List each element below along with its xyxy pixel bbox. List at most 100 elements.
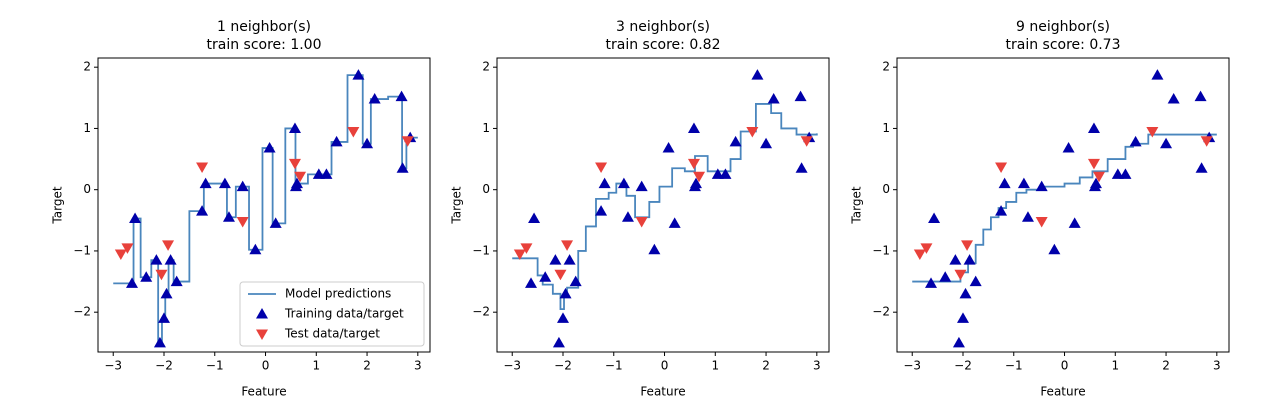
data-point [719,168,732,179]
x-axis-label: Feature [241,385,286,399]
data-point [1089,177,1102,189]
x-axis-label: Feature [640,385,685,399]
data-point [1093,171,1106,183]
data-point [528,212,541,223]
data-point [520,243,533,254]
data-point [269,217,282,228]
data-point [952,336,965,348]
data-point [668,217,681,228]
chart-title: 1 neighbor(s) [217,19,311,35]
data-point [157,312,170,323]
data-point [199,177,212,189]
data-point [196,205,209,216]
data-point [1160,137,1173,149]
chart-title: 9 neighbor(s) [1016,19,1110,35]
legend: Model predictions Training data/target Tes… [239,281,425,347]
data-point [1200,136,1213,147]
data-point [1087,122,1100,133]
data-point [222,211,235,222]
x-tick-label: −1 [605,359,623,373]
data-point [236,217,249,228]
data-point [249,243,262,255]
x-tick-label: 3 [414,359,422,373]
x-tick-label: 1 [1111,359,1119,373]
x-tick-label: −2 [554,359,572,373]
x-tick-label: −3 [503,359,521,373]
data-point [294,171,307,183]
legend-marker [256,308,268,319]
data-point [352,69,365,80]
y-tick-label: 2 [83,60,91,74]
data-point [635,217,648,228]
data-point [347,127,360,138]
data-point [767,93,780,104]
data-point [1195,162,1208,173]
data-point [969,275,982,287]
y-axis-label: Target [51,186,65,224]
data-point [559,287,572,299]
data-point [635,180,648,192]
data-point [913,249,926,260]
data-point [513,249,526,260]
chart-subtitle: train score: 0.73 [1006,37,1121,53]
data-point [956,312,969,323]
data-point [800,136,813,147]
legend-label: Test data/target [284,327,380,341]
data-point [595,205,608,216]
data-point [1048,243,1061,255]
y-axis-label: Target [450,186,464,224]
y-tick-label: 0 [482,182,490,196]
data-point [1194,90,1207,102]
data-point [554,269,567,281]
data-point [563,254,576,265]
data-point [155,269,168,281]
prediction-line [912,133,1217,283]
y-tick-label: −1 [472,243,490,257]
data-point [218,177,231,189]
data-point [795,162,808,173]
data-point [368,93,381,104]
data-point [662,142,675,153]
data-point [330,135,343,147]
data-point [998,177,1011,189]
data-point [920,243,933,254]
data-point [1068,217,1081,228]
data-point [114,249,127,260]
x-tick-label: −2 [155,359,173,373]
y-tick-label: 1 [83,121,91,135]
data-point [711,168,724,179]
data-point [729,135,742,147]
data-point [396,162,409,173]
data-point [121,243,134,254]
data-point [1146,127,1159,138]
x-tick-label: −1 [1005,359,1023,373]
legend-marker [256,329,268,340]
data-point [1062,142,1075,153]
y-tick-label: −1 [872,243,890,257]
data-point [552,336,565,348]
data-point [1151,69,1164,80]
data-point [1087,158,1100,170]
data-point [129,212,142,223]
data-point [153,336,166,348]
x-tick-label: −3 [104,359,122,373]
x-tick-label: 2 [762,359,770,373]
data-point [160,287,173,299]
y-tick-label: −2 [472,305,490,319]
x-tick-label: −2 [954,359,972,373]
data-point [595,162,608,174]
x-tick-label: −3 [903,359,921,373]
data-point [525,277,538,288]
x-tick-label: 0 [1061,359,1069,373]
chart-subtitle: train score: 0.82 [606,37,721,53]
y-tick-label: −2 [73,305,91,319]
data-point [687,158,700,170]
y-tick-label: 2 [882,60,890,74]
data-point [794,90,807,102]
data-point [925,277,938,288]
data-point [961,240,974,251]
data-point [963,254,976,265]
y-axis-label: Target [850,186,864,224]
